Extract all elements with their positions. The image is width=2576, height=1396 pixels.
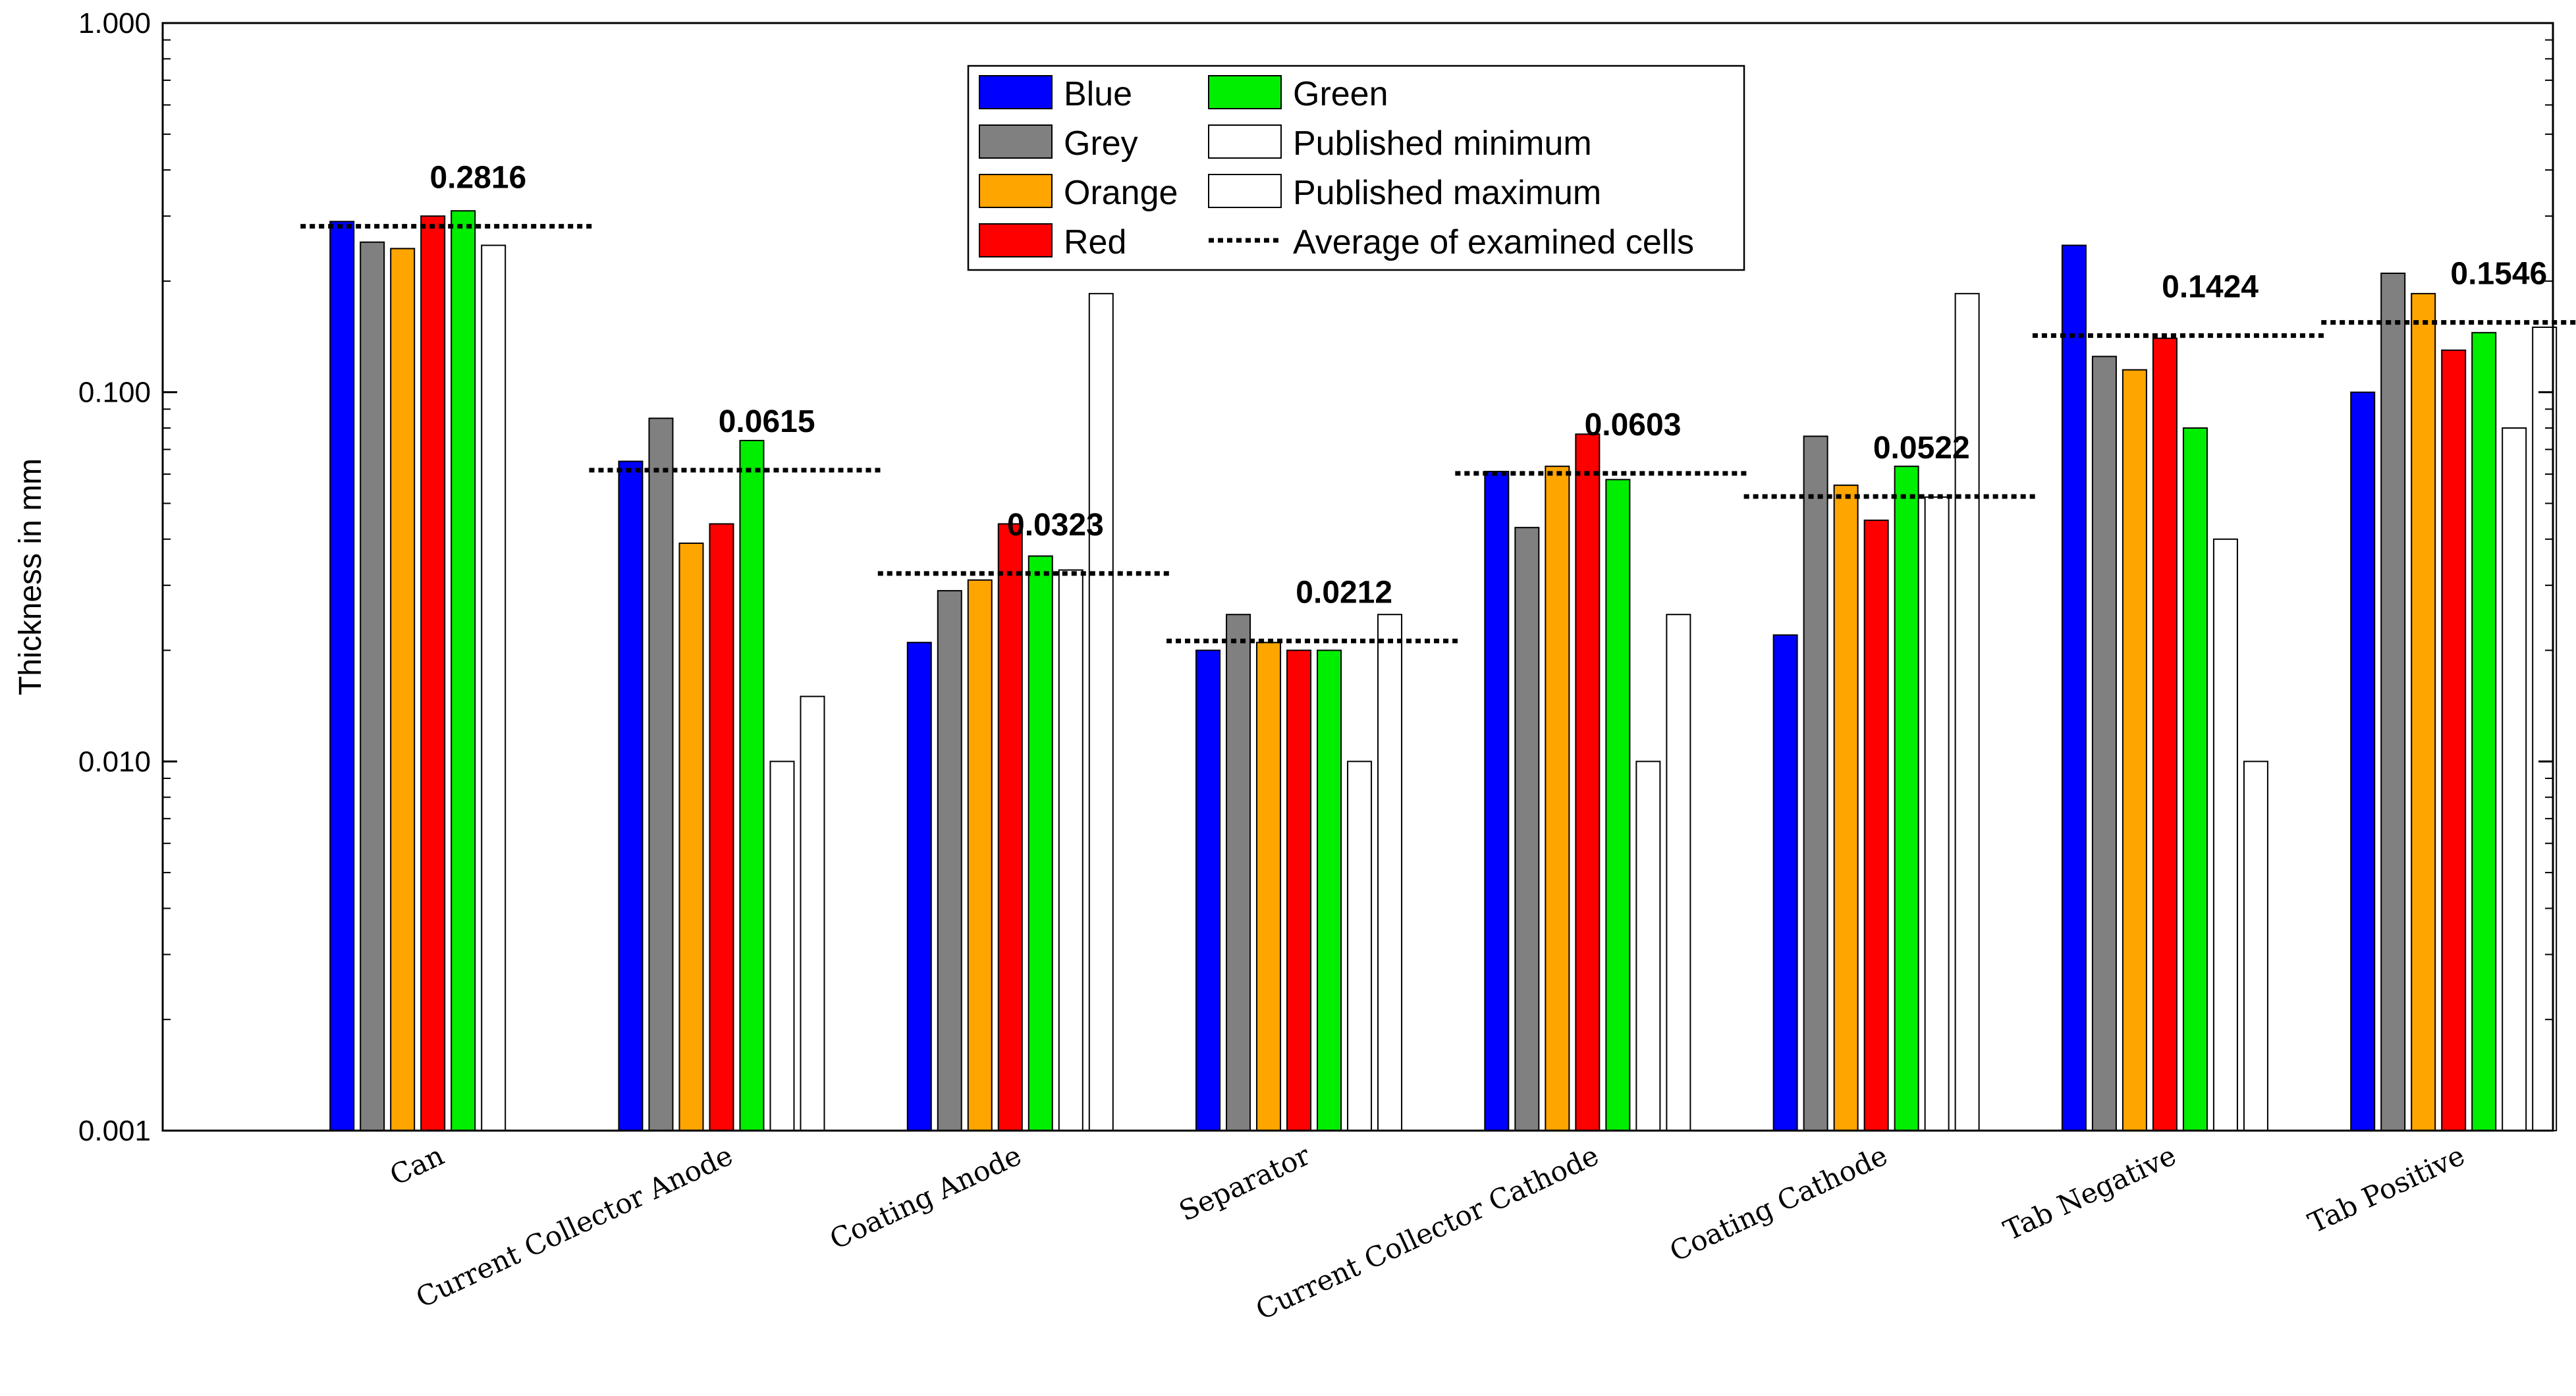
y-tick-label: 1.000 (78, 7, 151, 40)
bar-tab-positive-grey (2380, 273, 2406, 1132)
legend-label-published-maximum: Published maximum (1293, 174, 1601, 212)
bar-coating-cathode-published-minimum (1924, 496, 1950, 1131)
bar-coating-cathode-blue (1772, 634, 1798, 1131)
legend-label-orange: Orange (1064, 174, 1178, 212)
x-tick-label-can: Can (385, 1139, 449, 1192)
bar-can-red (420, 215, 446, 1132)
x-tick-label-current-collector-anode: Current Collector Anode (411, 1139, 738, 1314)
legend-swatch-red (979, 223, 1053, 257)
bar-current-collector-cathode-published-maximum (1666, 614, 1691, 1131)
bar-separator-green (1317, 649, 1342, 1131)
bar-separator-grey (1226, 614, 1251, 1131)
bar-current-collector-cathode-grey (1514, 527, 1540, 1131)
bar-current-collector-anode-orange (678, 542, 704, 1131)
bar-coating-anode-green (1028, 555, 1053, 1131)
legend-label-average: Average of examined cells (1293, 223, 1694, 261)
average-label-current-collector-cathode: 0.0603 (1585, 408, 1682, 443)
bar-current-collector-anode-grey (648, 417, 674, 1131)
bar-separator-published-minimum (1347, 761, 1373, 1132)
bar-coating-cathode-published-maximum (1954, 292, 1980, 1131)
bar-tab-negative-orange (2122, 369, 2147, 1132)
legend-swatch-grey (979, 124, 1053, 159)
x-tick-label-separator: Separator (1174, 1139, 1316, 1227)
bar-tab-positive-green (2471, 332, 2497, 1131)
legend-label-red: Red (1064, 223, 1126, 261)
bar-separator-published-maximum (1377, 614, 1403, 1131)
x-tick-label-tab-negative: Tab Negative (1998, 1139, 2181, 1247)
x-tick-label-coating-anode: Coating Anode (825, 1139, 1026, 1256)
average-lines-layer: 0.2816 0.0615 0.0323 0.0212 0.0603 0.0522 0.14… (300, 161, 2576, 643)
bar-current-collector-cathode-red (1575, 433, 1601, 1132)
bar-current-collector-cathode-orange (1545, 466, 1570, 1131)
bar-tab-negative-published-maximum (2243, 761, 2268, 1132)
bar-can-orange (390, 248, 416, 1131)
bar-coating-anode-blue (906, 641, 932, 1131)
x-tick-label-coating-cathode: Coating Cathode (1665, 1139, 1892, 1268)
average-label-tab-negative: 0.1424 (2162, 270, 2259, 305)
y-tick-label: 0.100 (78, 377, 151, 409)
axes-layer: Thickness in mm (13, 22, 2554, 1132)
bar-current-collector-cathode-green (1605, 479, 1631, 1131)
bar-current-collector-cathode-blue (1484, 471, 1510, 1131)
legend-swatch-blue (979, 75, 1053, 109)
bar-current-collector-cathode-published-minimum (1635, 761, 1661, 1132)
y-tick-label: 0.010 (78, 745, 151, 778)
plot-frame (161, 22, 2554, 1132)
bar-current-collector-anode-red (709, 523, 734, 1131)
bar-coating-cathode-red (1863, 520, 1889, 1131)
average-label-current-collector-anode: 0.0615 (719, 404, 815, 439)
bar-current-collector-anode-published-minimum (769, 761, 795, 1132)
bar-can-blue (329, 221, 355, 1131)
bar-separator-blue (1195, 649, 1221, 1131)
bar-separator-red (1286, 649, 1312, 1131)
y-ticks-layer: 0.001 0.010 0.100 1.000 (78, 7, 2553, 1147)
average-label-coating-anode: 0.0323 (1007, 508, 1104, 543)
bar-tab-positive-published-minimum (2502, 427, 2527, 1131)
bar-tab-negative-green (2182, 427, 2208, 1131)
bar-coating-cathode-grey (1803, 435, 1828, 1132)
bar-tab-negative-published-minimum (2212, 538, 2238, 1131)
bar-coating-anode-published-maximum (1088, 292, 1114, 1131)
bar-tab-positive-red (2441, 349, 2467, 1131)
average-label-separator: 0.0212 (1296, 575, 1392, 610)
y-tick-label: 0.001 (78, 1115, 151, 1147)
legend-label-grey: Grey (1064, 124, 1138, 163)
average-label-can: 0.2816 (429, 161, 526, 196)
bars-layer (329, 210, 2558, 1132)
average-label-tab-positive: 0.1546 (2450, 257, 2547, 292)
bar-tab-negative-red (2152, 337, 2178, 1131)
bar-coating-cathode-orange (1833, 484, 1859, 1131)
bar-separator-orange (1256, 641, 1282, 1131)
bar-coating-anode-grey (937, 590, 962, 1131)
bar-can-grey (360, 241, 385, 1131)
legend-label-published-minimum: Published minimum (1293, 124, 1592, 163)
legend: Blue Grey Orange Red Green Published min… (967, 65, 1745, 271)
bar-current-collector-anode-blue (618, 460, 644, 1131)
legend-box (967, 65, 1745, 271)
bar-tab-negative-blue (2061, 244, 2087, 1132)
bar-current-collector-anode-green (739, 439, 765, 1131)
bar-coating-cathode-green (1894, 466, 1919, 1131)
bar-current-collector-anode-published-maximum (800, 695, 825, 1131)
bar-coating-anode-published-minimum (1058, 569, 1083, 1131)
legend-swatch-green (1208, 75, 1282, 109)
legend-swatch-orange (979, 174, 1053, 208)
bar-tab-negative-grey (2091, 356, 2117, 1132)
legend-swatch-published-maximum (1208, 174, 1282, 208)
bar-coating-anode-red (997, 523, 1023, 1131)
bar-tab-positive-blue (2350, 391, 2376, 1132)
legend-label-blue: Blue (1064, 75, 1132, 113)
x-tick-label-tab-positive: Tab Positive (2303, 1139, 2470, 1240)
bar-coating-anode-orange (967, 579, 993, 1131)
bar-tab-positive-orange (2411, 292, 2436, 1131)
legend-swatch-published-minimum (1208, 124, 1282, 159)
bar-can-green (451, 210, 476, 1132)
bar-can-published-minimum (481, 244, 507, 1132)
legend-label-green: Green (1293, 75, 1388, 113)
average-label-coating-cathode: 0.0522 (1873, 431, 1970, 466)
y-axis-label: Thickness in mm (13, 458, 48, 695)
